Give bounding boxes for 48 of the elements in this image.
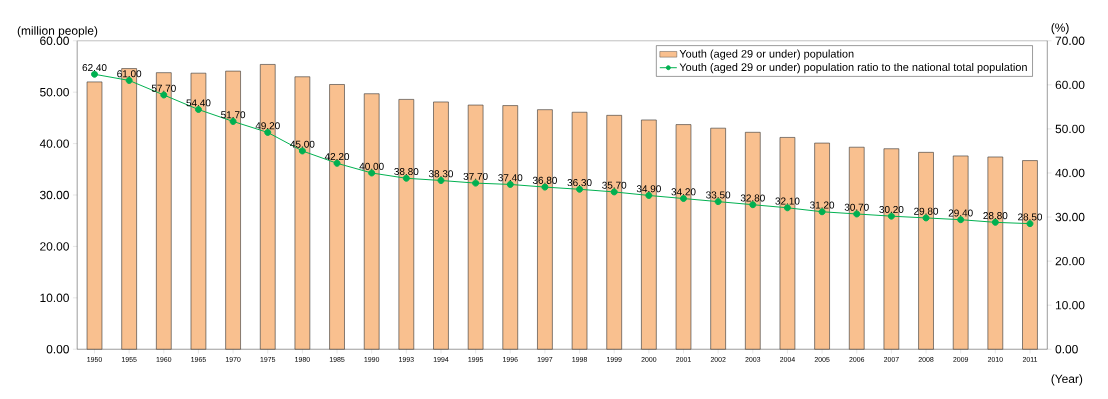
- data-label: 45.00: [290, 140, 315, 148]
- y-tick-label: 30.00: [40, 190, 69, 200]
- data-label: 37.70: [463, 172, 488, 180]
- data-label: 34.20: [671, 188, 696, 196]
- data-label: 51.70: [221, 111, 246, 119]
- data-label: 49.20: [255, 122, 280, 130]
- data-label: 42.20: [324, 153, 350, 161]
- data-label: 57.70: [151, 84, 176, 92]
- y2-tick-label: 40.00: [1055, 168, 1085, 178]
- y2-tick-label: 50.00: [1055, 124, 1085, 134]
- y2-axis-title: (%): [1051, 23, 1069, 35]
- bar: [86, 81, 103, 350]
- data-label: 34.90: [636, 185, 661, 193]
- x-axis-title: (Year): [1051, 374, 1083, 386]
- data-label: 30.70: [844, 203, 869, 211]
- data-label: 61.00: [117, 70, 142, 78]
- data-label: 28.80: [983, 212, 1008, 220]
- data-label: 37.40: [498, 174, 523, 182]
- y2-tick-label: 30.00: [1055, 212, 1085, 222]
- data-label: 29.80: [914, 207, 939, 215]
- legend-label: Youth (aged 29 or under) population ratio to the national total population: [679, 63, 1027, 74]
- y2-tick-label: 20.00: [1055, 256, 1085, 266]
- data-label: 40.00: [359, 162, 384, 170]
- data-label: 33.50: [706, 191, 731, 199]
- y2-tick-label: 60.00: [1055, 80, 1085, 90]
- data-label: 31.20: [810, 201, 835, 209]
- y-tick-label: 20.00: [40, 242, 69, 251]
- y-tick-label: 60.00: [40, 36, 69, 46]
- y-tick-label: 10.00: [40, 293, 69, 303]
- data-label: 30.20: [879, 205, 904, 213]
- data-label: 32.10: [775, 197, 800, 205]
- y2-tick-label: 10.00: [1055, 300, 1085, 310]
- legend-label: Youth (aged 29 or under) population: [679, 49, 854, 60]
- data-label: 54.40: [186, 99, 211, 107]
- y2-tick-label: 0.00: [1055, 345, 1078, 354]
- data-label: 28.50: [1018, 213, 1043, 221]
- data-label: 36.80: [532, 176, 557, 184]
- data-label: 38.30: [428, 170, 454, 178]
- data-label: 32.80: [740, 194, 765, 202]
- data-label: 38.80: [394, 168, 419, 176]
- data-label: 29.40: [948, 209, 973, 217]
- y-tick-label: 50.00: [40, 87, 69, 97]
- data-label: 62.40: [82, 64, 107, 72]
- data-label: 36.30: [567, 179, 592, 187]
- data-label: 35.70: [602, 181, 627, 189]
- y-tick-label: 0.00: [46, 345, 69, 354]
- y-tick-label: 40.00: [39, 139, 69, 148]
- y2-tick-label: 70.00: [1055, 36, 1085, 46]
